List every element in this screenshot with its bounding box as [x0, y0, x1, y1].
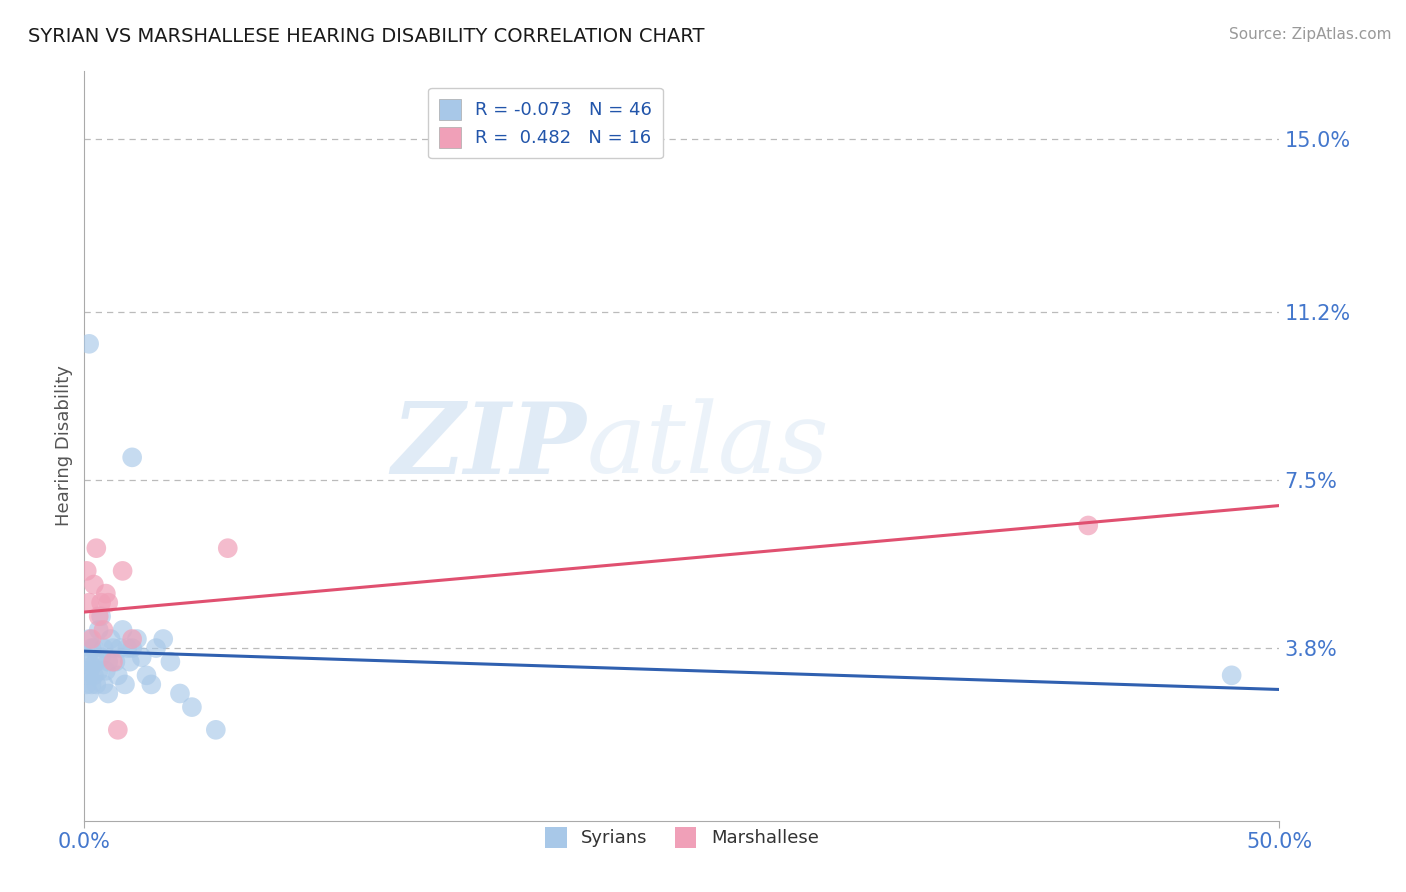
Point: [107, 668, 129, 682]
Point: [83, 577, 105, 591]
Point: [80, 677, 103, 691]
Point: [80, 632, 103, 646]
Point: [101, 655, 124, 669]
Point: [87, 664, 110, 678]
Point: [77, 686, 100, 700]
Point: [101, 641, 124, 656]
Point: [205, 723, 228, 737]
Point: [80, 641, 103, 656]
Point: [80, 659, 103, 673]
Point: [181, 700, 204, 714]
Point: [76, 564, 98, 578]
Point: [90, 650, 112, 665]
Point: [114, 677, 136, 691]
Point: [1220, 668, 1243, 682]
Point: [93, 623, 115, 637]
Point: [86, 541, 108, 556]
Point: [117, 641, 139, 656]
Text: Source: ZipAtlas.com: Source: ZipAtlas.com: [1229, 27, 1392, 42]
Point: [93, 641, 115, 656]
Point: [110, 641, 132, 656]
Point: [152, 632, 174, 646]
Point: [77, 632, 100, 646]
Point: [145, 641, 167, 656]
Point: [169, 686, 191, 700]
Point: [76, 664, 98, 678]
Point: [86, 677, 108, 691]
Point: [121, 450, 143, 465]
Point: [97, 596, 120, 610]
Point: [125, 632, 148, 646]
Point: [77, 668, 100, 682]
Y-axis label: Hearing Disability: Hearing Disability: [55, 366, 73, 526]
Point: [77, 655, 100, 669]
Text: ZIP: ZIP: [391, 398, 586, 494]
Text: atlas: atlas: [586, 399, 830, 493]
Point: [86, 655, 108, 669]
Legend: Syrians, Marshallese: Syrians, Marshallese: [536, 818, 828, 856]
Point: [111, 564, 134, 578]
Point: [93, 677, 115, 691]
Point: [76, 650, 98, 665]
Point: [131, 650, 153, 665]
Point: [87, 609, 110, 624]
Point: [94, 586, 117, 600]
Point: [100, 632, 122, 646]
Point: [217, 541, 239, 556]
Point: [94, 664, 117, 678]
Point: [87, 623, 110, 637]
Point: [83, 641, 105, 656]
Point: [76, 677, 98, 691]
Point: [90, 596, 112, 610]
Text: SYRIAN VS MARSHALLESE HEARING DISABILITY CORRELATION CHART: SYRIAN VS MARSHALLESE HEARING DISABILITY…: [28, 27, 704, 45]
Point: [83, 668, 105, 682]
Point: [118, 655, 141, 669]
Point: [77, 336, 100, 351]
Point: [121, 632, 143, 646]
Point: [104, 655, 127, 669]
Point: [1077, 518, 1099, 533]
Point: [107, 723, 129, 737]
Point: [111, 623, 134, 637]
Point: [97, 686, 120, 700]
Point: [77, 596, 100, 610]
Point: [121, 641, 143, 656]
Point: [141, 677, 163, 691]
Point: [135, 668, 157, 682]
Point: [159, 655, 181, 669]
Point: [90, 609, 112, 624]
Point: [97, 655, 120, 669]
